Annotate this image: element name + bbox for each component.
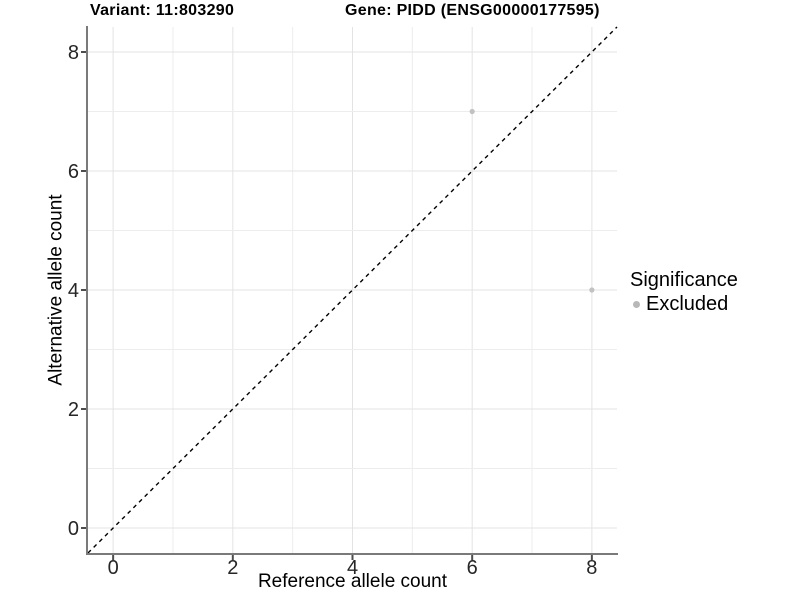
y-tick-label: 6 bbox=[68, 161, 79, 183]
legend-key-dot bbox=[633, 300, 640, 308]
data-point bbox=[589, 287, 595, 293]
y-tick-label: 4 bbox=[68, 280, 79, 302]
legend-item-excluded: Excluded bbox=[630, 293, 738, 315]
legend-title: Significance bbox=[630, 269, 738, 291]
x-tick-label: 2 bbox=[227, 557, 238, 579]
legend: Significance Excluded bbox=[630, 269, 738, 315]
x-tick-label: 6 bbox=[467, 557, 478, 579]
x-tick-label: 4 bbox=[347, 557, 358, 579]
y-axis-title: Alternative allele count bbox=[46, 194, 68, 386]
x-axis-title: Reference allele count bbox=[257, 571, 448, 592]
legend-item-label: Excluded bbox=[646, 293, 729, 315]
y-tick-label: 2 bbox=[68, 399, 79, 421]
y-axis-title-box: Alternative allele count bbox=[44, 27, 70, 553]
y-tick-label: 8 bbox=[68, 42, 79, 64]
plot-title-variant: Variant: 11:803290 bbox=[90, 2, 235, 19]
data-point bbox=[469, 108, 475, 115]
x-tick-label: 8 bbox=[586, 557, 597, 579]
x-tick-label: 0 bbox=[108, 557, 119, 579]
plot-title-gene: Gene: PIDD (ENSG00000177595) bbox=[345, 2, 600, 19]
y-tick-label: 0 bbox=[68, 518, 79, 540]
